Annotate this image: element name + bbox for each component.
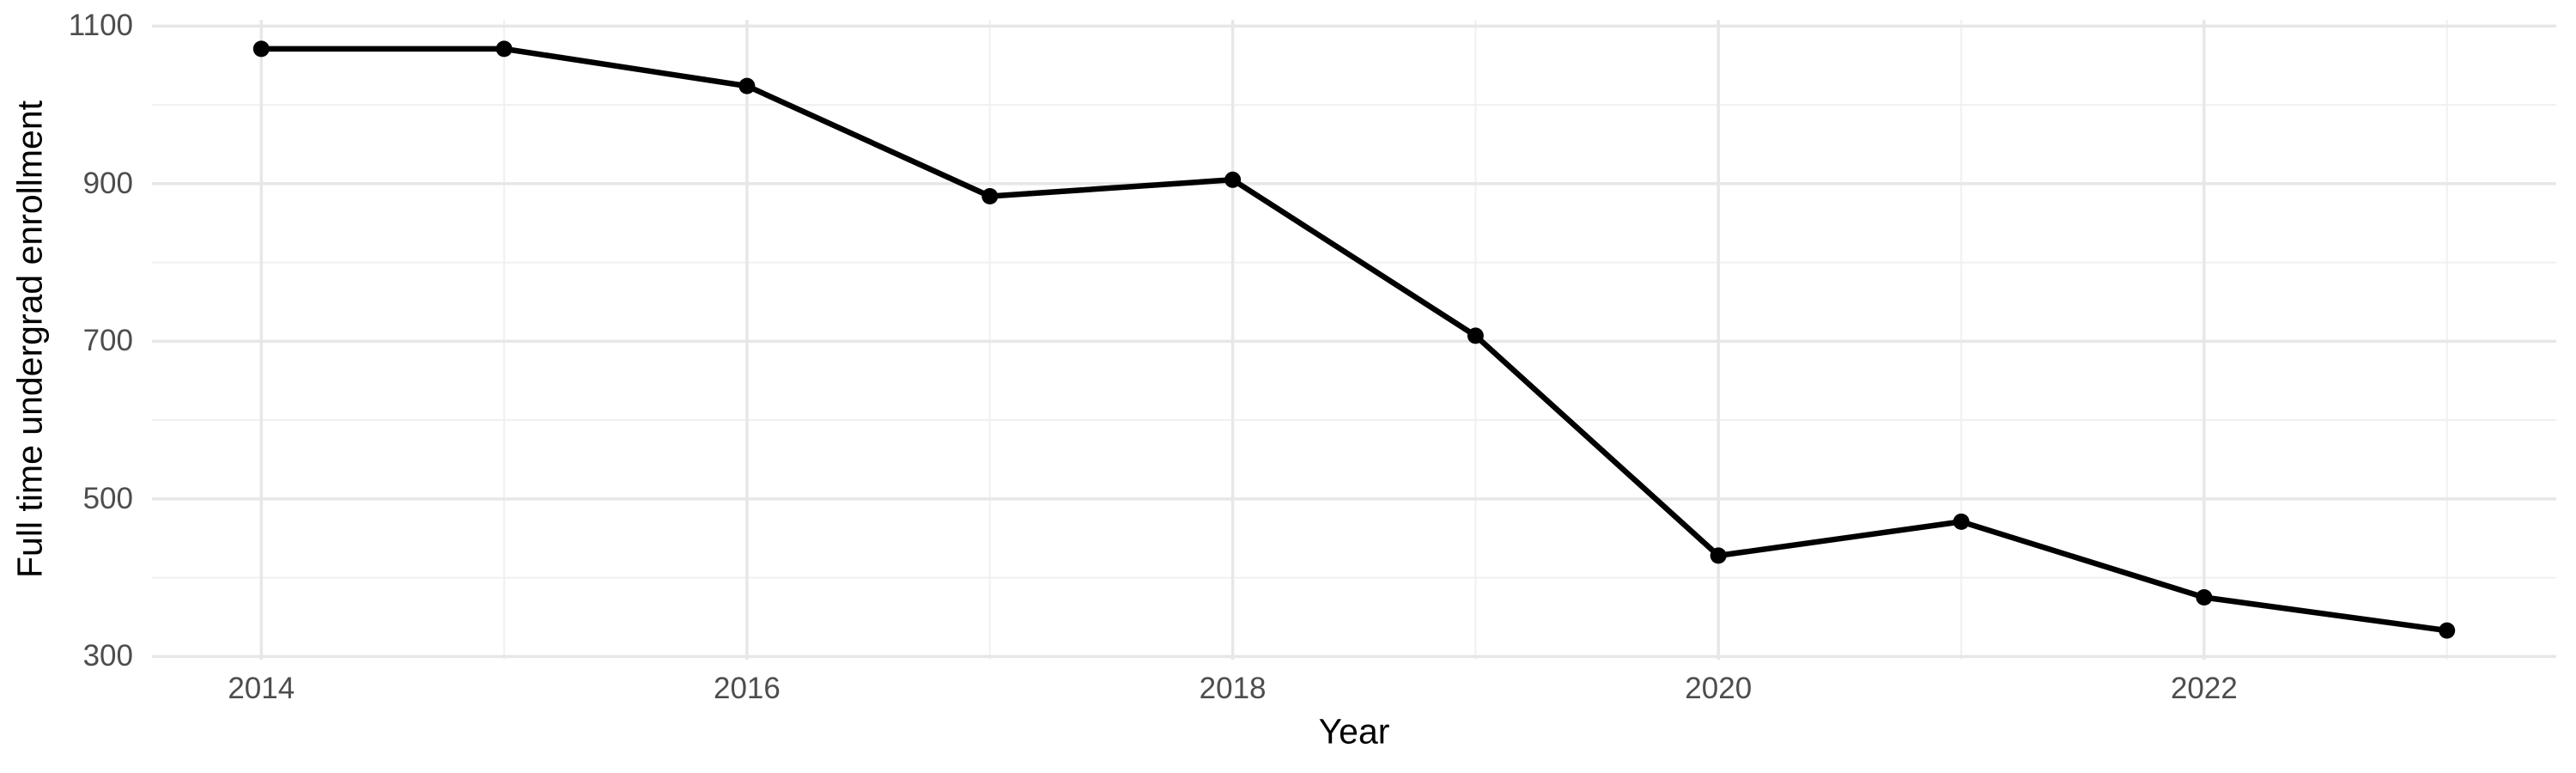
data-point [738,77,756,94]
data-point [2439,622,2456,639]
data-point [252,40,270,58]
x-tick-label: 2014 [228,672,295,705]
data-point [2196,589,2213,606]
data-point [495,40,513,58]
x-tick-label: 2018 [1199,672,1267,705]
y-tick-label: 700 [82,324,133,358]
y-tick-label: 300 [82,639,133,673]
x-axis-title: Year [1318,711,1390,752]
data-point [981,188,999,204]
series-line [258,46,2450,634]
y-tick-label: 500 [82,481,133,515]
x-tick-label: 2022 [2170,672,2238,705]
data-point [1467,327,1484,344]
y-tick-label: 1100 [68,9,133,43]
y-tick-label: 900 [82,166,133,200]
x-tick-label: 2016 [713,672,781,705]
x-tick-label: 2020 [1685,672,1753,705]
data-point [1224,171,1242,188]
data-point [1710,547,1727,564]
data-point [1953,513,1970,530]
